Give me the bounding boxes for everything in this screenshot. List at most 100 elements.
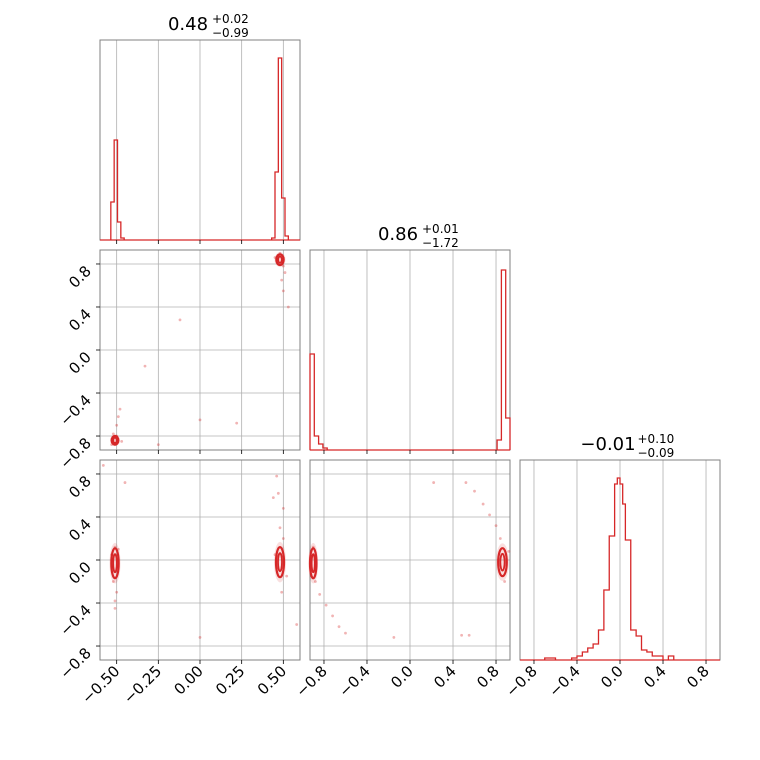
joint-3-2-point-0 — [313, 580, 317, 583]
marginal-2-title-plus: +0.01 — [422, 222, 459, 236]
joint-2-1-point-6 — [281, 289, 285, 293]
joint-2-1-contour-inner-0 — [277, 255, 283, 264]
joint-3-1-point-19 — [271, 496, 275, 500]
xtick-label-param1-3: 0.25 — [212, 662, 248, 698]
ytick-label-param3-2: 0.0 — [65, 558, 95, 588]
marginal-1-step-line — [110, 57, 289, 241]
joint-3-1-contour-inner-1 — [277, 552, 283, 573]
joint-3-2-point-14 — [507, 549, 511, 553]
marginal-3-bar-3 — [582, 652, 587, 660]
joint-3-1-point-13 — [280, 590, 284, 594]
joint-3-2-contour-inner-0 — [310, 553, 316, 574]
ytick-label-param3-3: 0.4 — [65, 515, 95, 545]
joint-3-1-point-15 — [285, 574, 289, 578]
xtick-label-param1-4: 0.50 — [254, 662, 290, 698]
joint-3-2-point-17 — [392, 636, 396, 639]
marginal-3-bar-5 — [593, 644, 598, 660]
marginal-3-step-line — [544, 477, 675, 661]
xtick-label-param3-1: −0.4 — [545, 662, 583, 700]
joint-3-2-point-12 — [464, 481, 468, 484]
xtick-label-param2-0: −0.8 — [292, 662, 330, 700]
xtick-label-param2-4: 0.8 — [473, 662, 503, 692]
ytick-label-param2-2: 0.0 — [65, 348, 95, 378]
joint-3-2-point-5 — [344, 631, 347, 635]
joint-2-1-point-5 — [280, 278, 284, 282]
joint-3-1-contour-1 — [274, 545, 286, 579]
marginal-3-bar-17 — [647, 652, 652, 660]
xtick-label-param2-2: 0.0 — [387, 662, 417, 692]
marginal-2-title-minus: −1.72 — [422, 236, 459, 250]
marginal-3-bar-14 — [631, 630, 636, 660]
joint-3-1-contour-inner-0 — [112, 553, 118, 574]
joint-3-1-point-2 — [115, 590, 119, 594]
marginal-3-bar-10 — [617, 478, 620, 660]
joint-3-1-point-3 — [113, 599, 117, 603]
joint-3-2-point-1 — [318, 593, 322, 596]
joint-2-1-point-10 — [178, 318, 182, 322]
ytick-label-param2-3: 0.4 — [65, 305, 95, 335]
xtick-label-param1-2: 0.00 — [170, 662, 206, 698]
marginal-3-bar-16 — [642, 650, 647, 660]
joint-2-1-point-14 — [115, 423, 119, 427]
joint-2-1-point-4 — [283, 271, 287, 274]
joint-2-1-point-15 — [116, 415, 120, 419]
joint-2-1-point-7 — [286, 305, 290, 309]
joint-3-1-point-8 — [101, 463, 105, 467]
joint-3-2-contour-1 — [497, 547, 508, 578]
joint-3-1-point-1 — [111, 580, 115, 583]
joint-3-2-point-10 — [481, 502, 485, 506]
marginal-3-bar-15 — [636, 636, 641, 660]
joint-3-2-point-13 — [503, 580, 507, 583]
xtick-label-param2-1: −0.4 — [335, 662, 373, 700]
ytick-label-param2-1: −0.4 — [56, 391, 94, 429]
joint-2-1-point-20 — [235, 421, 239, 425]
joint-3-1-point-18 — [198, 636, 202, 639]
marginal-2-title-value: 0.86 — [378, 224, 418, 245]
joint-3-2-point-8 — [494, 524, 498, 527]
ytick-label-param2-0: −0.8 — [56, 434, 94, 472]
marginal-1-title-minus: −0.99 — [212, 26, 249, 40]
joint-2-1-contour-inner-1 — [112, 436, 118, 444]
xtick-label-param3-2: 0.0 — [597, 662, 627, 692]
marginal-2-step-line — [309, 269, 511, 451]
joint-2-1-point-18 — [120, 439, 124, 443]
xtick-label-param1-0: −0.50 — [78, 662, 123, 707]
xtick-label-param2-3: 0.4 — [430, 662, 460, 692]
ytick-label-param3-1: −0.4 — [56, 601, 94, 639]
joint-2-1-point-2 — [281, 264, 285, 268]
xtick-label-param3-0: −0.8 — [502, 662, 540, 700]
joint-2-1-point-19 — [198, 418, 202, 422]
joint-3-2-point-15 — [467, 633, 471, 637]
ytick-label-param2-4: 0.8 — [65, 262, 95, 292]
joint-3-1-point-10 — [281, 506, 285, 510]
marginal-3-bar-6 — [598, 630, 603, 660]
xtick-label-param1-1: −0.25 — [120, 662, 165, 707]
joint-3-1-contour-0 — [110, 547, 120, 580]
joint-2-1-contour-0 — [275, 253, 285, 267]
joint-3-1-point-9 — [278, 526, 282, 530]
joint-3-2-point-4 — [337, 625, 341, 629]
joint-3-1-point-11 — [276, 491, 280, 495]
ytick-label-param3-4: 0.8 — [65, 472, 95, 502]
joint-3-2-contour-inner-1 — [499, 552, 506, 572]
joint-3-1-point-14 — [281, 537, 285, 540]
marginal-1-title-value: 0.48 — [168, 14, 208, 35]
joint-3-2-point-18 — [432, 481, 436, 484]
joint-2-1-point-11 — [143, 364, 147, 368]
marginal-3-bar-8 — [609, 536, 614, 660]
marginal-3-bar-7 — [604, 590, 609, 660]
joint-2-1-point-21 — [156, 443, 160, 447]
joint-3-1-point-6 — [113, 606, 117, 610]
joint-3-2-contour-0 — [308, 547, 318, 580]
xtick-label-param3-4: 0.8 — [683, 662, 713, 692]
marginal-3-bar-4 — [588, 648, 593, 660]
joint-2-1-point-13 — [111, 432, 115, 436]
joint-3-2-point-16 — [460, 633, 464, 637]
marginal-3-title-minus: −0.09 — [638, 446, 675, 460]
marginal-3-bar-13 — [625, 540, 630, 660]
joint-3-1-point-17 — [295, 623, 299, 626]
marginal-3-title-plus: +0.10 — [638, 432, 675, 446]
joint-3-1-point-7 — [123, 481, 127, 484]
joint-3-2-point-2 — [324, 603, 328, 607]
